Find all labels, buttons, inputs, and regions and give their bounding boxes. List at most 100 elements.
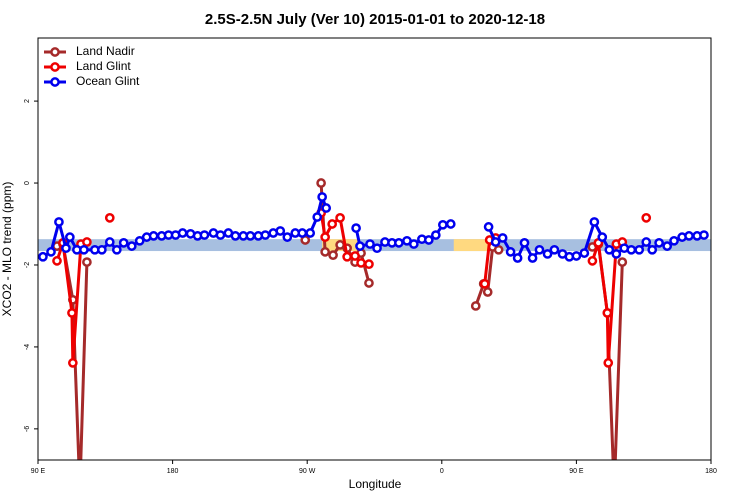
data-point <box>437 219 448 230</box>
data-point <box>215 230 226 240</box>
data-point <box>604 244 615 255</box>
data-point <box>423 235 434 245</box>
x-axis-label: Longitude <box>349 477 402 491</box>
data-point <box>275 226 286 236</box>
data-point <box>602 308 613 318</box>
data-point <box>38 251 48 262</box>
data-point <box>372 243 382 254</box>
data-point <box>52 256 62 266</box>
plot-area <box>38 178 711 494</box>
data-point <box>79 244 89 255</box>
data-point <box>317 192 328 202</box>
data-point <box>230 231 241 241</box>
data-point <box>684 231 694 241</box>
data-point <box>76 487 83 494</box>
data-point <box>430 230 441 240</box>
data-point <box>626 244 637 255</box>
data-point <box>177 228 188 238</box>
x-tick-label: 90 E <box>569 468 584 475</box>
data-point <box>699 230 709 240</box>
x-tick-label: 180 <box>705 468 717 475</box>
data-point <box>589 217 600 227</box>
x-tick-label: 90 E <box>31 468 46 475</box>
data-point <box>493 244 504 255</box>
legend-swatch-marker <box>50 47 60 57</box>
data-point <box>479 278 490 289</box>
data-point <box>617 257 628 267</box>
data-point <box>641 213 652 223</box>
y-tick-label: 2 <box>24 99 31 103</box>
data-point <box>483 222 494 232</box>
data-point <box>470 301 481 311</box>
data-point <box>335 213 345 223</box>
data-point <box>320 247 330 257</box>
data-point <box>669 235 679 246</box>
data-point <box>641 237 652 247</box>
legend-label: Ocean Glint <box>76 74 140 88</box>
data-point <box>46 247 56 257</box>
plot-frame <box>37 37 712 461</box>
data-point <box>118 238 129 248</box>
y-tick-label: -2 <box>24 262 31 268</box>
data-point <box>534 244 545 255</box>
data-point <box>587 256 598 266</box>
data-point <box>365 239 375 249</box>
legend-label: Land Nadir <box>76 44 135 58</box>
data-point <box>611 487 618 494</box>
data-point <box>662 241 673 251</box>
data-point <box>297 228 308 238</box>
data-point <box>82 237 92 247</box>
data-point <box>148 231 159 241</box>
legend-swatch-marker <box>50 77 60 87</box>
data-point <box>482 287 493 297</box>
data-point <box>408 239 419 249</box>
data-point <box>654 238 664 248</box>
data-point <box>305 228 316 238</box>
data-point <box>356 258 366 268</box>
y-axis-label: XCO2 - MLO trend (ppm) <box>0 182 14 317</box>
data-point <box>647 244 658 255</box>
data-point <box>549 244 560 255</box>
data-point <box>104 237 115 247</box>
chart-title: 2.5S-2.5N July (Ver 10) 2015-01-01 to 20… <box>205 11 545 28</box>
legend-label: Land Glint <box>76 59 131 73</box>
series-line <box>56 182 624 460</box>
y-tick-label: -4 <box>24 344 31 350</box>
data-point <box>542 249 553 259</box>
data-point <box>82 257 92 267</box>
data-point <box>104 213 115 223</box>
data-point <box>61 243 71 254</box>
data-point <box>67 308 77 318</box>
range-band <box>453 239 489 252</box>
data-point <box>445 219 456 229</box>
data-point <box>199 230 210 240</box>
data-point <box>527 253 538 263</box>
data-point <box>282 232 293 242</box>
data-point <box>351 223 361 233</box>
data-point <box>519 238 530 248</box>
data-point <box>490 237 501 247</box>
data-point <box>67 358 78 368</box>
data-point <box>320 232 330 242</box>
data-point <box>355 241 365 251</box>
data-point <box>579 248 590 258</box>
data-point <box>350 251 360 261</box>
data-point <box>571 251 582 261</box>
x-tick-label: 0 <box>440 468 444 475</box>
data-point <box>364 278 374 288</box>
data-point <box>497 233 508 243</box>
data-point <box>260 230 271 240</box>
data-point <box>342 251 352 262</box>
y-tick-label: 0 <box>24 181 31 185</box>
data-point <box>512 253 523 263</box>
data-point <box>321 203 332 213</box>
data-point <box>316 178 326 188</box>
y-tick-label: -6 <box>24 426 31 432</box>
data-point <box>597 232 608 242</box>
data-point <box>134 235 145 246</box>
x-tick-label: 180 <box>167 468 179 475</box>
data-point <box>65 232 75 242</box>
data-point <box>54 217 64 227</box>
data-point <box>394 238 404 248</box>
